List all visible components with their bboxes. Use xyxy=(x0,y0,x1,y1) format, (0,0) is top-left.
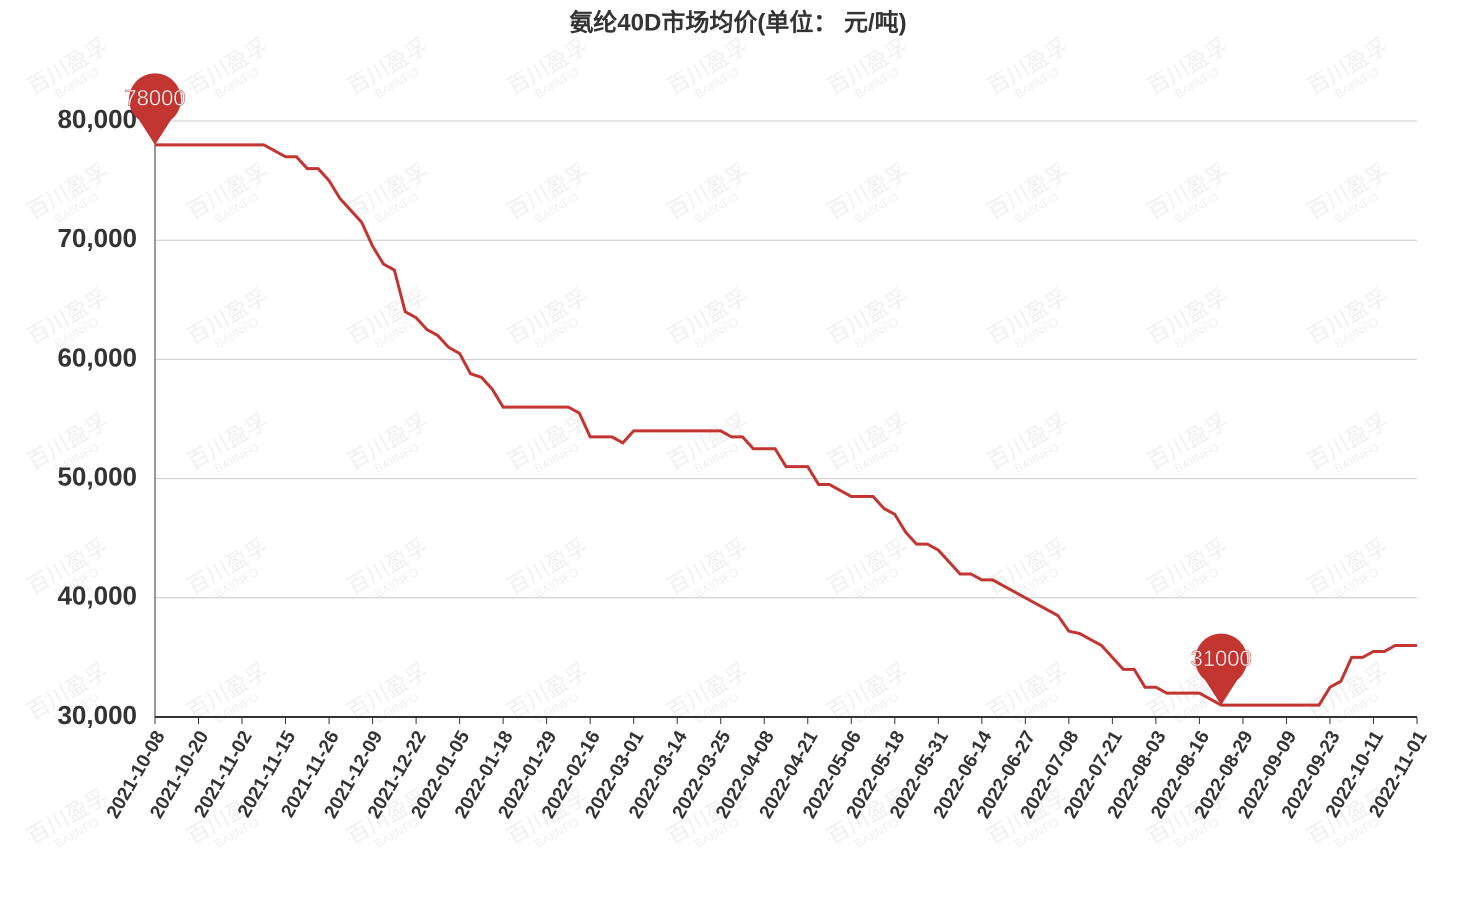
chart-title: 氨纶40D市场均价(单位： 元/吨) xyxy=(569,8,906,36)
mark-label: 78000 xyxy=(124,86,185,111)
y-tick-label: 30,000 xyxy=(57,700,137,730)
y-tick-label: 70,000 xyxy=(57,223,137,253)
mark-pin xyxy=(1195,633,1248,706)
y-tick-label: 80,000 xyxy=(57,104,137,134)
mark-label: 31000 xyxy=(1191,646,1252,671)
y-tick-label: 50,000 xyxy=(57,461,137,491)
line-series xyxy=(155,143,1417,707)
mark-pin xyxy=(129,73,181,145)
y-tick-label: 60,000 xyxy=(57,342,137,372)
y-tick-label: 40,000 xyxy=(57,581,137,611)
